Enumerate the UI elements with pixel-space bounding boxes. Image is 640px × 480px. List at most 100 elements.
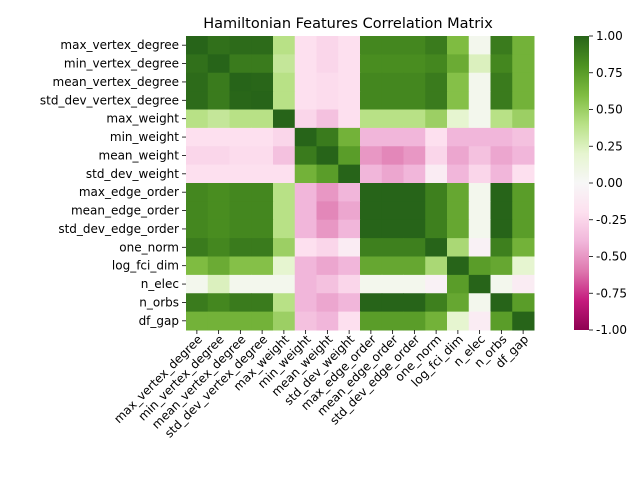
heatmap-cell (251, 36, 274, 55)
heatmap-cell (490, 146, 513, 166)
heatmap-cell (512, 36, 535, 55)
y-tick-label: min_vertex_degree (64, 57, 179, 71)
heatmap-cell (468, 146, 491, 166)
heatmap-cell (403, 146, 426, 166)
heatmap-cell (447, 36, 470, 55)
heatmap-cell (468, 293, 491, 313)
heatmap-cell (381, 164, 404, 184)
heatmap-cell (338, 72, 361, 92)
heatmap-cell (186, 219, 209, 239)
heatmap-cell (381, 219, 404, 239)
heatmap-cell (273, 36, 296, 55)
y-tick-label: std_dev_edge_order (58, 222, 179, 236)
heatmap-cell (512, 256, 535, 276)
heatmap-cell (294, 109, 317, 129)
heatmap-cell (273, 109, 296, 129)
heatmap-cell (294, 311, 317, 331)
heatmap-cell (338, 274, 361, 294)
heatmap-cell (294, 183, 317, 202)
heatmap-cell (490, 256, 513, 276)
heatmap-cell (294, 54, 317, 74)
heatmap-cell (512, 311, 535, 331)
heatmap-cell (512, 109, 535, 129)
heatmap-cell (273, 127, 296, 147)
heatmap-cell (468, 219, 491, 239)
heatmap-cell (360, 311, 383, 331)
heatmap-cell (207, 293, 230, 313)
heatmap-cell (229, 293, 252, 313)
colorbar-tick-label: 0.50 (596, 103, 623, 117)
heatmap-cell (251, 219, 274, 239)
heatmap-cell (512, 219, 535, 239)
heatmap-cell (338, 219, 361, 239)
heatmap-cell (425, 183, 448, 202)
colorbar-tick-label: -1.00 (596, 323, 627, 337)
heatmap-cell (316, 201, 339, 221)
heatmap-cell (316, 311, 339, 331)
heatmap-cell (186, 91, 209, 111)
heatmap-cell (294, 72, 317, 92)
heatmap-cell (403, 91, 426, 111)
heatmap-cell (186, 54, 209, 74)
heatmap-cell (251, 146, 274, 166)
heatmap-cell (360, 109, 383, 129)
y-tick-label: df_gap (139, 314, 179, 328)
heatmap-cell (229, 164, 252, 184)
heatmap-cell (360, 127, 383, 147)
heatmap-cell (316, 91, 339, 111)
heatmap-cell (490, 54, 513, 74)
heatmap-cells (186, 36, 535, 331)
heatmap-cell (447, 201, 470, 221)
y-tick-label: max_edge_order (79, 185, 179, 199)
heatmap-cell (381, 127, 404, 147)
heatmap-cell (425, 238, 448, 258)
y-tick-label: mean_weight (99, 148, 180, 162)
heatmap-cell (294, 36, 317, 55)
colorbar-tick-label: 0.75 (596, 66, 623, 80)
colorbar-tick-label: 1.00 (596, 29, 623, 43)
heatmap-cell (294, 91, 317, 111)
heatmap-cell (447, 256, 470, 276)
heatmap-cell (360, 164, 383, 184)
heatmap-cell (512, 146, 535, 166)
heatmap-cell (338, 54, 361, 74)
heatmap-cell (273, 238, 296, 258)
heatmap-cell (468, 274, 491, 294)
heatmap-cell (360, 256, 383, 276)
heatmap-cell (186, 146, 209, 166)
heatmap-cell (425, 201, 448, 221)
heatmap-cell (316, 238, 339, 258)
heatmap-cell (273, 293, 296, 313)
heatmap-cell (207, 256, 230, 276)
heatmap-cell (207, 109, 230, 129)
heatmap-cell (403, 36, 426, 55)
heatmap-cell (512, 201, 535, 221)
heatmap-cell (403, 127, 426, 147)
heatmap-cell (468, 183, 491, 202)
heatmap-cell (229, 72, 252, 92)
heatmap-cell (207, 274, 230, 294)
heatmap-cell (490, 36, 513, 55)
heatmap-cell (251, 183, 274, 202)
heatmap-cell (338, 127, 361, 147)
heatmap-cell (338, 146, 361, 166)
heatmap-cell (447, 274, 470, 294)
heatmap-cell (229, 54, 252, 74)
heatmap-cell (294, 293, 317, 313)
heatmap-cell (447, 54, 470, 74)
heatmap-cell (251, 238, 274, 258)
heatmap-cell (273, 201, 296, 221)
y-tick-label: max_weight (106, 112, 179, 126)
heatmap-cell (403, 183, 426, 202)
heatmap-cell (294, 274, 317, 294)
heatmap-cell (360, 201, 383, 221)
heatmap-cell (381, 109, 404, 129)
heatmap-cell (447, 109, 470, 129)
heatmap-cell (273, 219, 296, 239)
heatmap-cell (207, 36, 230, 55)
heatmap-cell (186, 127, 209, 147)
heatmap-cell (186, 72, 209, 92)
heatmap-cell (381, 91, 404, 111)
heatmap-cell (425, 274, 448, 294)
heatmap-cell (207, 201, 230, 221)
